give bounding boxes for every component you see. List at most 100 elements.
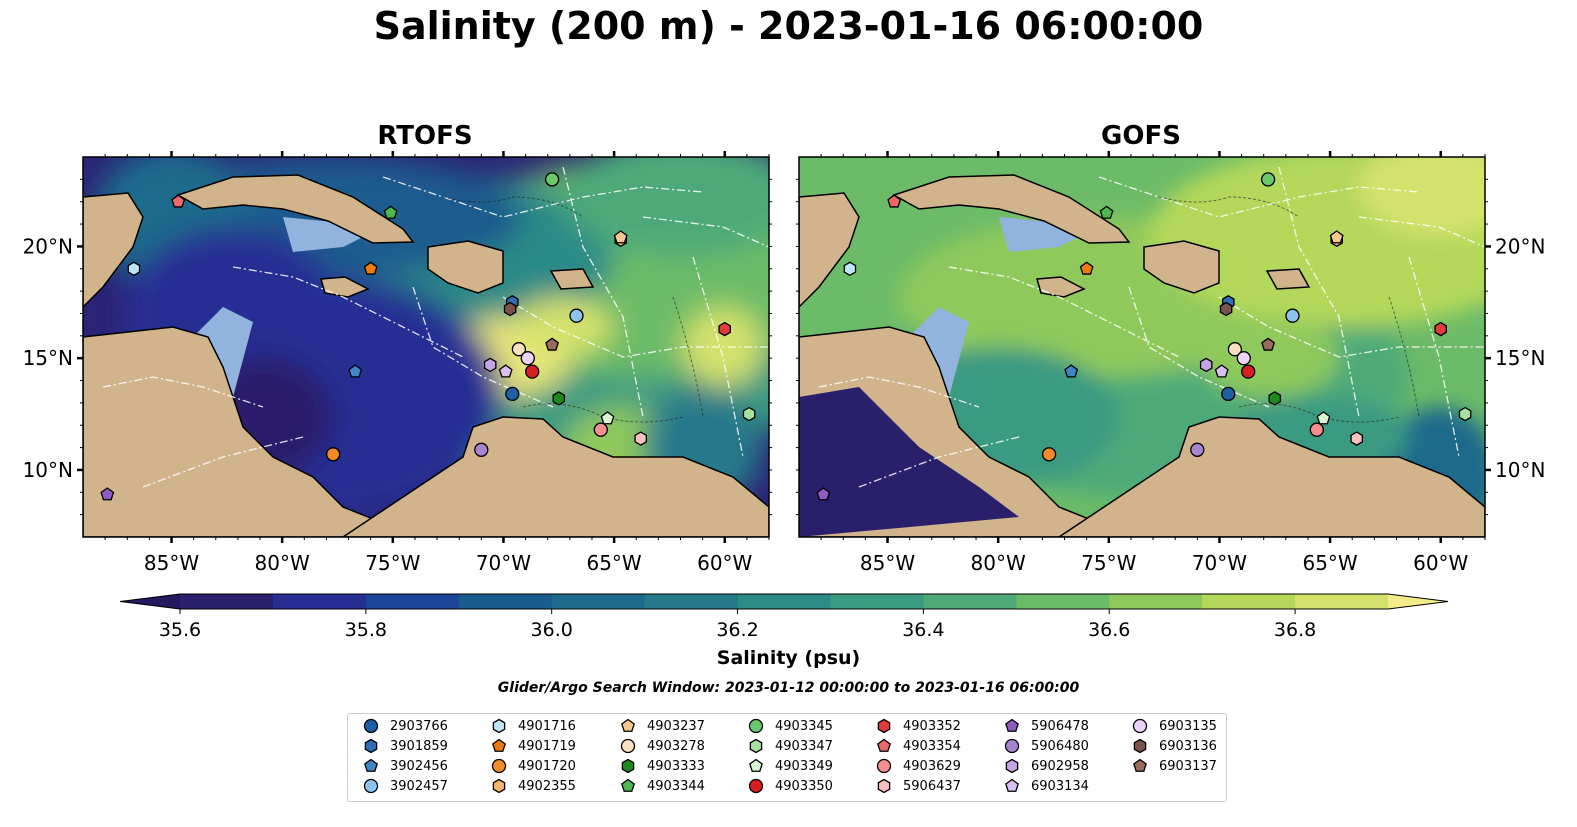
lon-tick-label: 80°W bbox=[971, 551, 1026, 575]
legend-marker-pentagon-icon bbox=[621, 778, 635, 792]
legend-marker-pentagon-icon bbox=[877, 738, 891, 752]
float-marker-4903354-rtofs bbox=[171, 194, 186, 208]
legend-marker-pentagon-icon bbox=[621, 718, 635, 732]
colorbar-tick-label: 36.6 bbox=[1088, 619, 1131, 641]
legend-marker-pentagon-icon bbox=[492, 738, 506, 752]
legend-marker-hexagon-icon bbox=[492, 718, 506, 734]
float-marker-3902457-rtofs bbox=[569, 308, 584, 323]
legend-item: 6903134 bbox=[1003, 777, 1089, 795]
legend-item: 5906480 bbox=[1003, 737, 1089, 755]
colorbar-tick-label: 36.2 bbox=[716, 619, 759, 641]
float-marker-6903135-rtofs bbox=[520, 351, 535, 366]
colorbar-segment bbox=[923, 594, 1017, 609]
legend-label: 5906480 bbox=[1031, 738, 1089, 754]
colorbar-tick-label: 36.8 bbox=[1273, 619, 1317, 641]
colorbar-segment bbox=[1109, 594, 1203, 609]
legend-marker-pentagon-icon bbox=[1005, 718, 1019, 732]
float-marker-4903347-rtofs bbox=[742, 406, 756, 422]
legend-item: 4903278 bbox=[619, 737, 705, 755]
panel-title-gofs: GOFS bbox=[1101, 121, 1181, 151]
legend-label: 3902456 bbox=[390, 758, 448, 774]
colorbar-segment bbox=[458, 594, 553, 609]
legend-marker-hexagon-icon bbox=[877, 778, 891, 794]
colorbar-segment bbox=[737, 594, 832, 609]
lon-tick-label: 60°W bbox=[1413, 551, 1468, 575]
map-panel-gofs bbox=[798, 156, 1486, 538]
legend-marker-circle-icon bbox=[748, 778, 764, 794]
float-marker-4903349-gofs bbox=[1316, 411, 1331, 425]
legend-item: 3901859 bbox=[362, 737, 448, 755]
legend-marker-pentagon-icon bbox=[1005, 778, 1019, 792]
float-marker-4903352-gofs bbox=[1434, 321, 1447, 337]
legend-label: 4903349 bbox=[775, 758, 833, 774]
legend-marker-hexagon-icon bbox=[492, 778, 506, 794]
float-marker-4903629-gofs bbox=[1309, 422, 1324, 437]
legend-label: 4903333 bbox=[647, 758, 705, 774]
float-marker-6902958-rtofs bbox=[483, 357, 497, 373]
float-marker-4903278-rtofs bbox=[511, 342, 527, 357]
legend-marker-pentagon-icon bbox=[1133, 758, 1147, 772]
legend-item: 6903137 bbox=[1131, 757, 1217, 775]
legend-marker-hexagon-icon bbox=[1133, 738, 1147, 754]
lat-tick-label: 10°N bbox=[23, 458, 73, 482]
search-window-text: Glider/Argo Search Window: 2023-01-12 00… bbox=[497, 680, 1080, 696]
float-marker-4901719-gofs bbox=[1079, 261, 1094, 275]
legend-label: 4903237 bbox=[647, 718, 705, 734]
map-axes: 85°W 80°W 75°W 70°W 65°W 60°W 10°N 15°N 20°N 85°W… bbox=[23, 151, 1545, 575]
float-marker-4903350-rtofs bbox=[525, 364, 540, 379]
lon-tick-label: 85°W bbox=[144, 551, 199, 575]
legend-label: 5906437 bbox=[903, 778, 961, 794]
legend-item: 4901716 bbox=[490, 717, 576, 735]
legend-item: 4903237 bbox=[619, 717, 705, 735]
legend-label: 4902355 bbox=[518, 778, 576, 794]
legend-label: 6903135 bbox=[1159, 718, 1217, 734]
eez-lines-rtofs bbox=[102, 166, 769, 488]
float-marker-4903333-rtofs bbox=[552, 391, 566, 406]
float-marker-5906437-gofs bbox=[1350, 431, 1363, 446]
colorbar-segment bbox=[1202, 594, 1296, 609]
float-marker-4903237-rtofs bbox=[613, 230, 628, 244]
float-marker-6903137-rtofs bbox=[545, 337, 560, 351]
float-marker-4901716-rtofs bbox=[127, 261, 141, 277]
legend-marker-hexagon-icon bbox=[749, 738, 763, 754]
panel-title-rtofs: RTOFS bbox=[377, 121, 473, 151]
float-marker-4903349-rtofs bbox=[600, 411, 615, 425]
legend-item: 4903349 bbox=[747, 757, 833, 775]
float-marker-6903135-gofs bbox=[1236, 351, 1251, 366]
legend-label: 4901716 bbox=[518, 718, 576, 734]
land-rtofs bbox=[83, 174, 769, 537]
legend-marker-circle-icon bbox=[363, 718, 379, 734]
float-markers-rtofs bbox=[100, 172, 756, 501]
colorbar-tick-label: 35.6 bbox=[158, 619, 202, 641]
legend-item: 4903333 bbox=[619, 757, 705, 775]
legend-item: 4903345 bbox=[747, 717, 833, 735]
float-marker-3902457-gofs bbox=[1285, 308, 1300, 323]
legend-label: 6903136 bbox=[1159, 738, 1217, 754]
legend-marker-hexagon-icon bbox=[364, 738, 378, 754]
float-marker-4903237-gofs bbox=[1329, 230, 1344, 244]
lon-tick-label: 65°W bbox=[586, 551, 641, 575]
lon-tick-label: 75°W bbox=[1081, 551, 1136, 575]
legend-label: 4903278 bbox=[647, 738, 705, 754]
legend-item: 2903766 bbox=[362, 717, 448, 735]
colorbar-segment bbox=[180, 594, 274, 609]
legend-label: 6902958 bbox=[1031, 758, 1089, 774]
float-marker-3902456-rtofs bbox=[348, 364, 363, 378]
float-marker-4901720-rtofs bbox=[325, 447, 341, 462]
float-marker-6903134-gofs bbox=[1214, 364, 1229, 378]
colorbar-segment bbox=[830, 594, 924, 609]
colorbar-segment bbox=[644, 594, 739, 609]
colorbar-extend-high bbox=[1388, 594, 1448, 609]
legend-marker-hexagon-icon bbox=[877, 718, 891, 734]
lat-tick-label: 20°N bbox=[23, 234, 73, 258]
legend-label: 5906478 bbox=[1031, 718, 1089, 734]
legend-marker-circle-icon bbox=[1004, 738, 1020, 754]
legend-item: 6903136 bbox=[1131, 737, 1217, 755]
float-marker-6902958-gofs bbox=[1199, 357, 1213, 373]
float-marker-6903137-gofs bbox=[1261, 337, 1276, 351]
float-marker-5906478-rtofs bbox=[100, 487, 115, 501]
legend-item: 3902456 bbox=[362, 757, 448, 775]
colorbar-segment bbox=[1295, 594, 1389, 609]
lon-tick-label: 85°W bbox=[860, 551, 915, 575]
